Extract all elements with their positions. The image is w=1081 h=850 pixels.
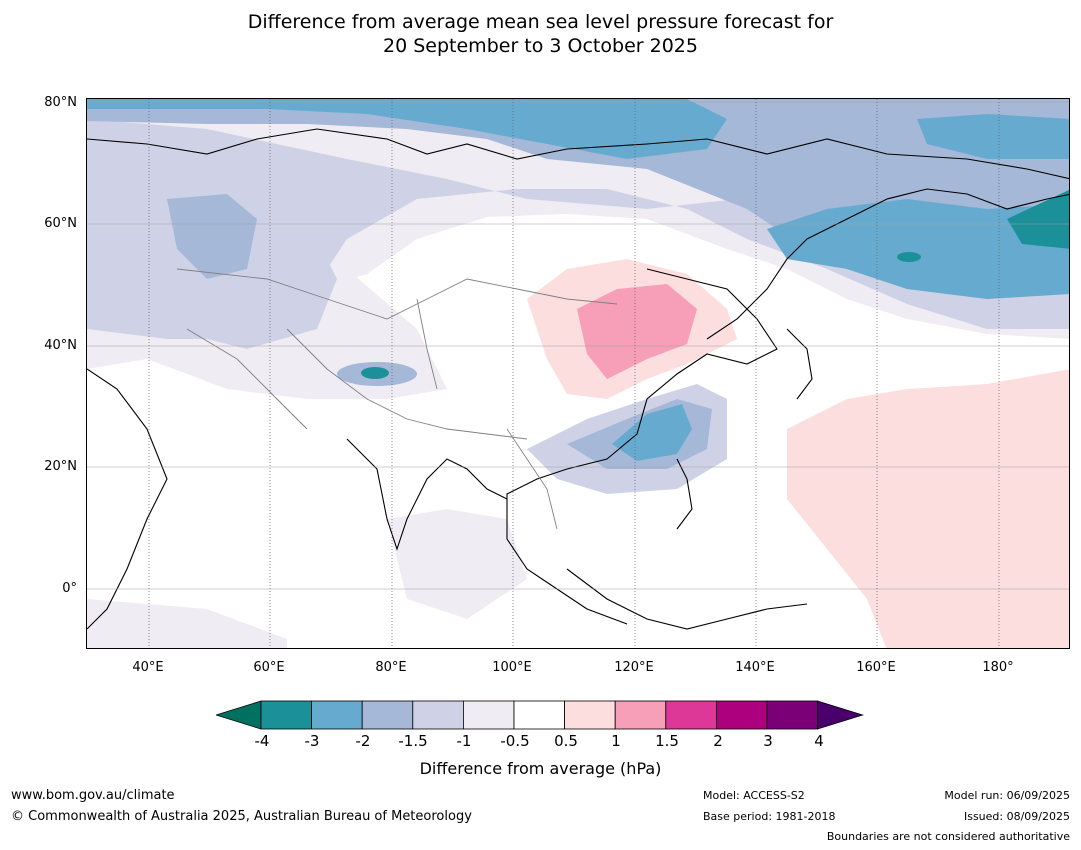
colorbar-tick: -0.5 (500, 732, 530, 750)
lat-label-20n: 20°N (44, 459, 77, 474)
colorbar-cell (564, 700, 616, 730)
model-run-date: Model run: 06/09/2025 (944, 789, 1070, 802)
anomaly-pos-light-pacific (787, 369, 1069, 648)
lon-label-120e: 120°E (614, 660, 654, 675)
model-name: Model: ACCESS-S2 (703, 789, 805, 802)
base-period: Base period: 1981-2018 (703, 810, 836, 823)
colorbar-tick: 1 (611, 732, 621, 750)
anomaly-neg-weak-sw (87, 599, 287, 648)
map-title: Difference from average mean sea level p… (0, 10, 1081, 58)
gridlines (87, 101, 1069, 590)
colorbar-tick: 2 (713, 732, 723, 750)
anomaly-neg-strong-arctic (87, 99, 727, 159)
boundaries-disclaimer: Boundaries are not considered authoritat… (826, 830, 1070, 843)
colorbar-tick: 3 (763, 732, 773, 750)
colorbar-tick: -2 (355, 732, 371, 750)
website-link[interactable]: www.bom.gov.au/climate (11, 788, 175, 803)
colorbar-tick: 1.5 (655, 732, 679, 750)
country-borders (176, 268, 618, 530)
colorbar-cell (412, 700, 464, 730)
colorbar-extend-min (216, 700, 262, 730)
colorbar-tick: -1.5 (398, 732, 428, 750)
colorbar-tick: 4 (814, 732, 824, 750)
title-line-2: 20 September to 3 October 2025 (383, 35, 698, 57)
colorbar-tick: -3 (304, 732, 320, 750)
colorbar-cell (715, 700, 768, 730)
colorbar-cell (513, 700, 565, 730)
lat-label-0: 0° (62, 581, 77, 596)
colorbar-title: Difference from average (hPa) (419, 759, 662, 778)
lon-label-60e: 60°E (253, 660, 285, 675)
colorbar-tick: -1 (456, 732, 472, 750)
anomaly-neg-light-west (87, 119, 1069, 339)
colorbar-cell (462, 700, 515, 730)
lat-label-80n: 80°N (44, 95, 77, 110)
lat-label-60n: 60°N (44, 216, 77, 231)
map-canvas (87, 99, 1069, 648)
anomaly-neg-weak-south (387, 509, 527, 619)
lon-label-180: 180° (982, 660, 1014, 675)
lon-label-80e: 80°E (375, 660, 407, 675)
colorbar-tick: -4 (254, 732, 270, 750)
anomaly-pos-mid-china (577, 284, 697, 379)
colorbar-cell (311, 700, 363, 730)
lat-label-40n: 40°N (44, 338, 77, 353)
lon-label-160e: 160°E (856, 660, 896, 675)
colorbar-cell (614, 700, 667, 730)
meridians (148, 99, 1000, 648)
anomaly-neg-core-okhotsk (1007, 189, 1069, 249)
colorbar-cell (361, 700, 414, 730)
issued-date: Issued: 08/09/2025 (963, 810, 1070, 823)
lon-label-100e: 100°E (492, 660, 532, 675)
pressure-anomaly-map (86, 98, 1070, 649)
coastlines (87, 128, 1069, 630)
anomaly-neg-strong-pacific-north (917, 114, 1069, 159)
anomaly-neg-tibet-inner (361, 367, 389, 379)
anomaly-neg-mid-west (167, 194, 257, 279)
lon-label-140e: 140°E (735, 660, 775, 675)
copyright-text: © Commonwealth of Australia 2025, Austra… (11, 809, 472, 824)
anomaly-neg-core-small (897, 252, 921, 262)
colorbar-cell (665, 700, 717, 730)
colorbar-cell (766, 700, 818, 730)
colorbar-tick: 0.5 (554, 732, 578, 750)
colorbar-extend-max (817, 700, 864, 730)
anomaly-neg-strong-ecs (612, 404, 692, 461)
lon-label-40e: 40°E (132, 660, 164, 675)
title-line-1: Difference from average mean sea level p… (247, 11, 834, 33)
colorbar (216, 700, 864, 730)
colorbar-cell (260, 700, 312, 730)
